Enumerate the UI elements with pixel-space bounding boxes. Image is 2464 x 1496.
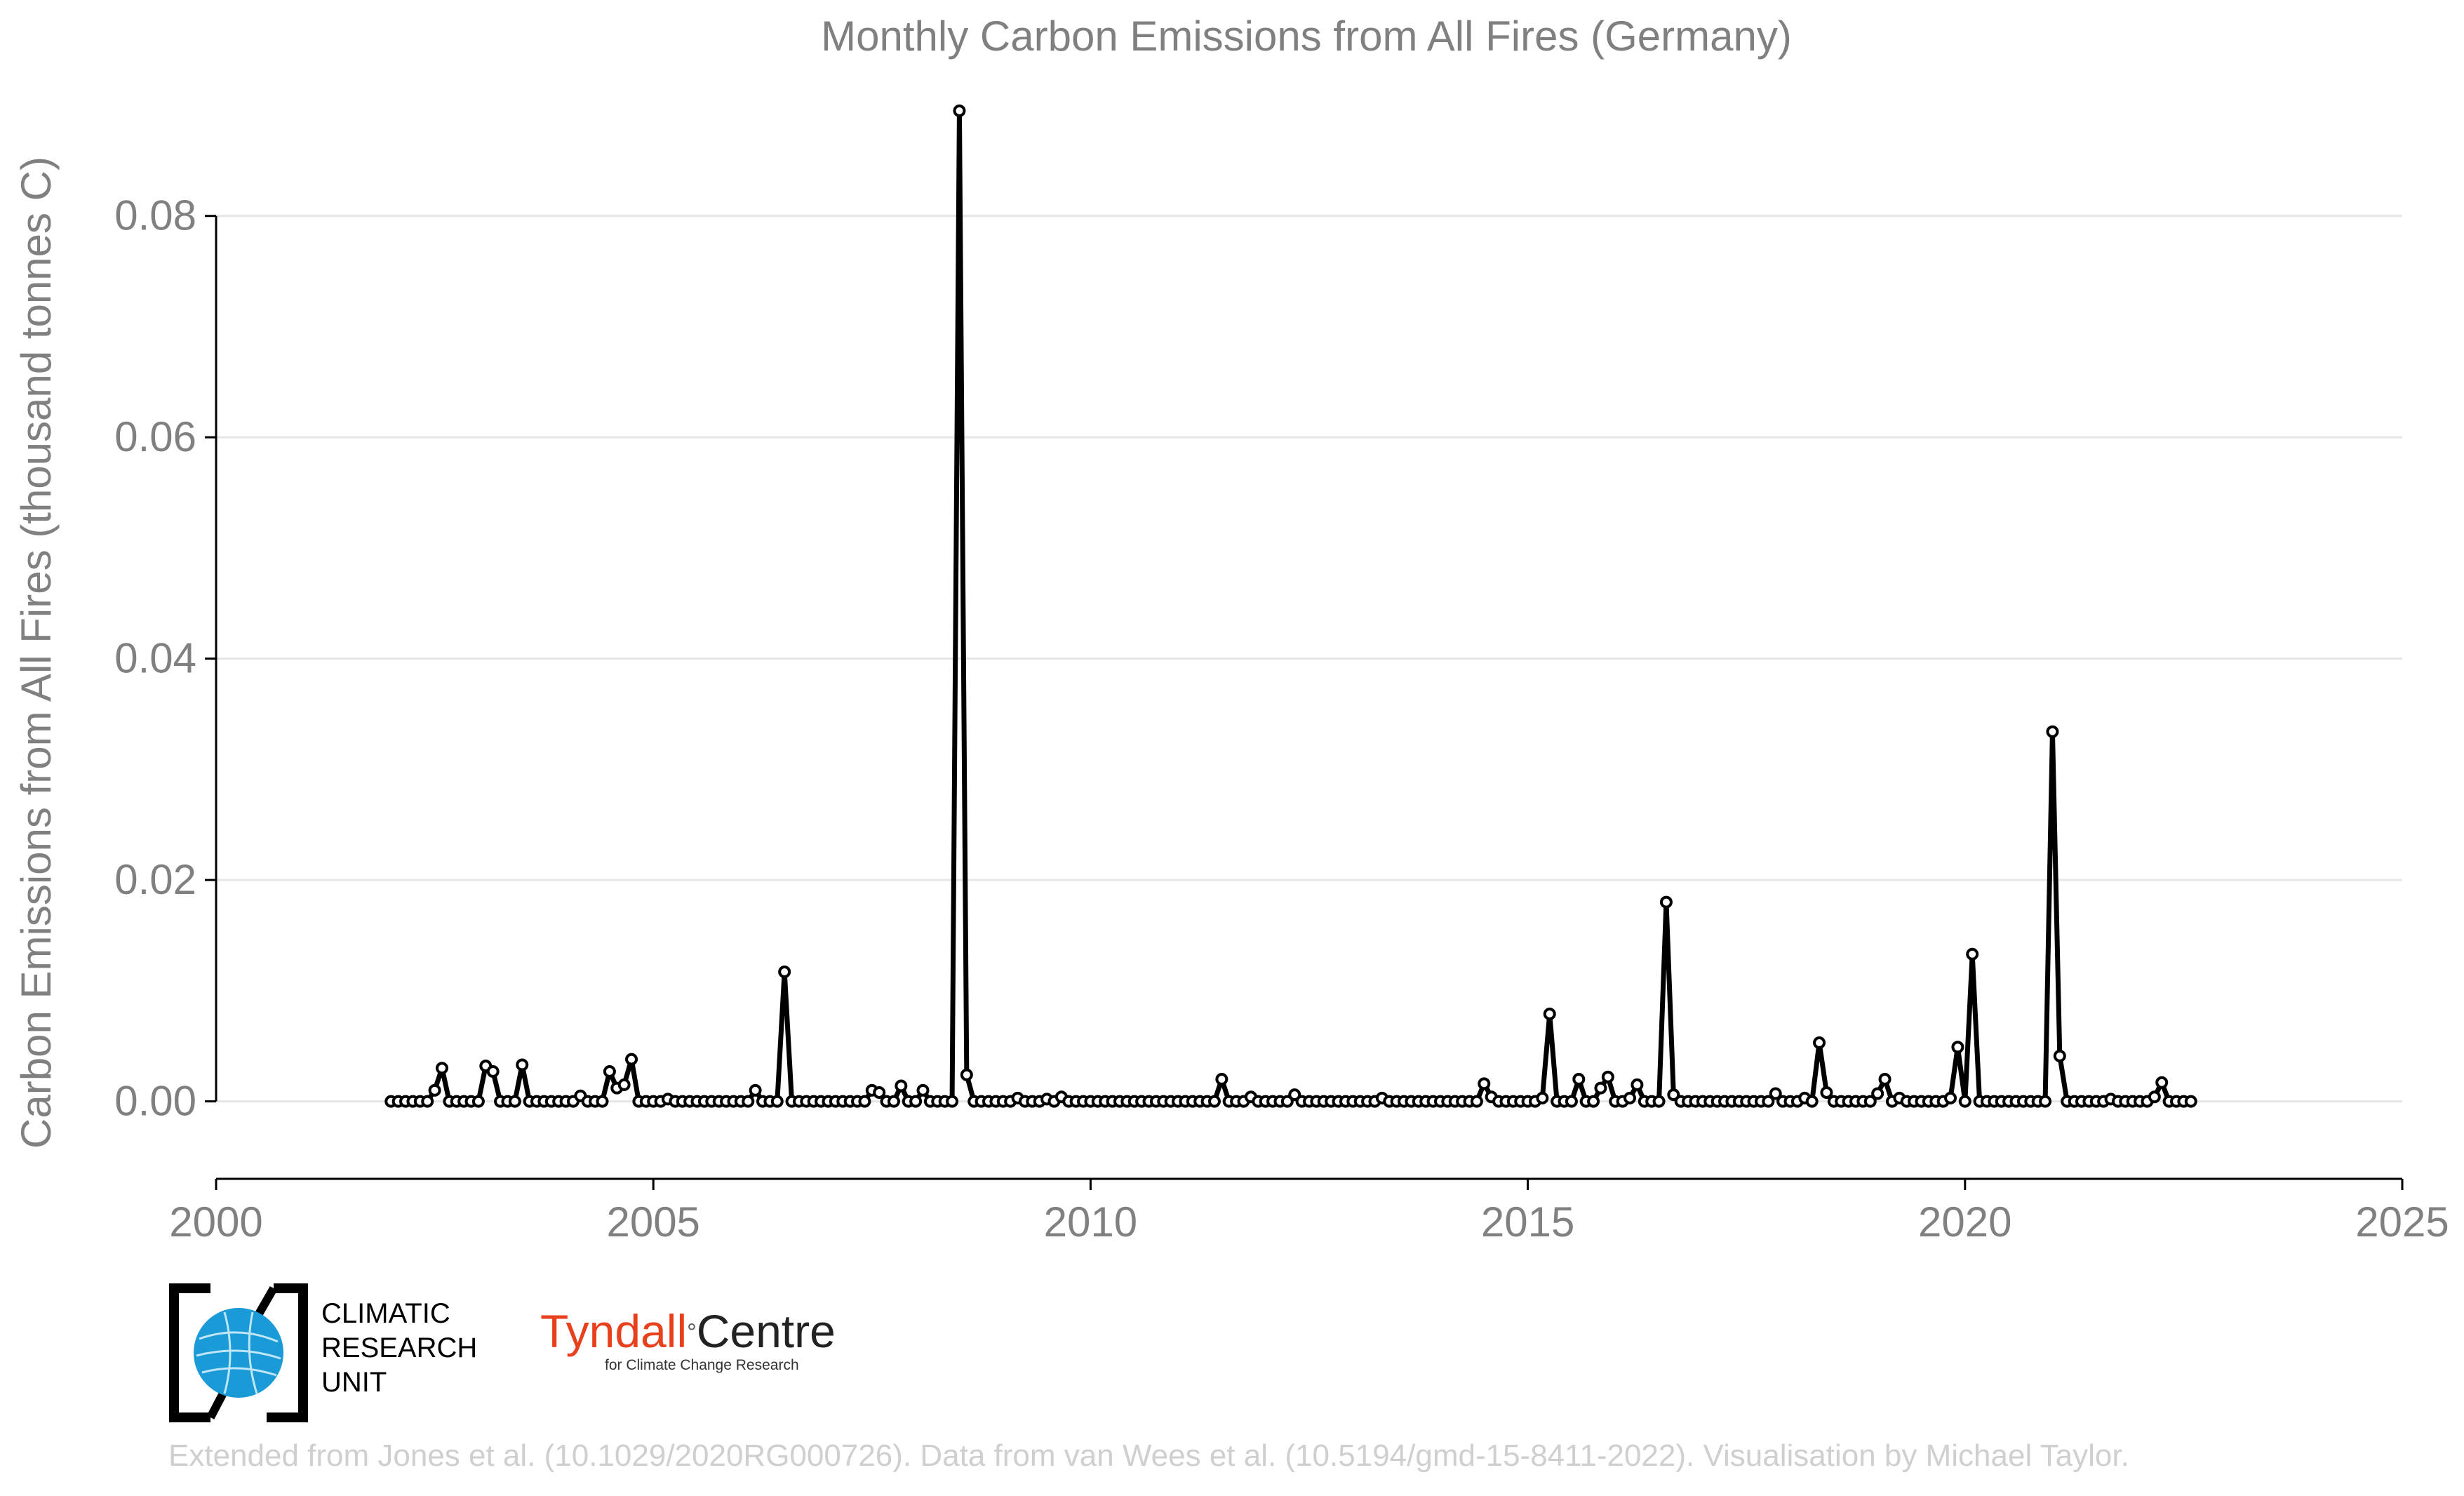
- data-point: [2155, 1076, 2169, 1089]
- data-point: [1958, 1095, 1971, 1108]
- data-point: [1966, 947, 1979, 961]
- y-tick-label: 0.06: [114, 413, 196, 460]
- data-point: [895, 1079, 908, 1093]
- data-point: [1631, 1078, 1644, 1091]
- data-point: [1207, 1095, 1221, 1108]
- tyndall-subtitle: for Climate Change Research: [605, 1357, 799, 1373]
- credit-line: Extended from Jones et al. (10.1029/2020…: [168, 1438, 2129, 1473]
- data-point: [1944, 1091, 1957, 1104]
- data-point: [1878, 1073, 1891, 1086]
- data-point: [1572, 1073, 1586, 1086]
- data-point: [617, 1078, 631, 1091]
- y-tick-label: 0.00: [114, 1078, 196, 1125]
- cru-line-3: UNIT: [321, 1367, 387, 1398]
- data-point: [1536, 1091, 1549, 1104]
- data-point: [603, 1065, 616, 1078]
- data-point: [1951, 1041, 1964, 1054]
- tyndall-logo: Tyndall°Centre for Climate Change Resear…: [540, 1307, 836, 1374]
- x-tick-label: 2015: [1481, 1198, 1574, 1245]
- data-point: [596, 1095, 609, 1108]
- tyndall-centre: Centre: [696, 1305, 836, 1357]
- data-point: [1543, 1007, 1556, 1020]
- data-point: [428, 1083, 441, 1097]
- data-point: [1805, 1095, 1819, 1108]
- data-point: [909, 1095, 923, 1108]
- data-point: [1820, 1086, 1833, 1099]
- data-point: [2039, 1095, 2052, 1108]
- cru-logo-text: CLIMATIC RESEARCH UNIT: [321, 1297, 477, 1400]
- data-point: [625, 1053, 638, 1066]
- data-point: [1813, 1036, 1826, 1049]
- series-line: [391, 108, 2191, 1104]
- data-point: [1769, 1087, 1782, 1100]
- data-point: [1623, 1091, 1637, 1104]
- cru-line-2: RESEARCH: [321, 1333, 478, 1363]
- y-axis: 0.00 0.02 0.04 0.06 0.08: [114, 192, 217, 1125]
- data-point: [2184, 1095, 2197, 1108]
- y-tick-label: 0.02: [114, 856, 196, 903]
- data-point: [1601, 1070, 1614, 1083]
- grid-lines: [216, 215, 2402, 1103]
- data-point: [486, 1065, 500, 1078]
- data-point: [471, 1095, 485, 1108]
- data-point: [435, 1062, 448, 1075]
- data-point: [873, 1086, 886, 1099]
- x-tick-label: 2000: [169, 1198, 262, 1245]
- data-point: [858, 1095, 871, 1108]
- data-point: [1659, 895, 1673, 909]
- data-point: [1594, 1081, 1607, 1095]
- data-point: [2046, 725, 2059, 738]
- data-point: [953, 104, 966, 117]
- data-point: [946, 1095, 959, 1108]
- data-point: [1762, 1095, 1775, 1108]
- data-point: [1863, 1095, 1877, 1108]
- data-point: [1288, 1088, 1301, 1102]
- x-tick-label: 2005: [606, 1198, 699, 1245]
- data-point: [2053, 1049, 2066, 1062]
- data-point: [1215, 1073, 1228, 1086]
- data-point: [1667, 1088, 1680, 1102]
- x-tick-label: 2025: [2355, 1198, 2449, 1245]
- data-point: [1565, 1095, 1578, 1108]
- tyndall-name: Tyndall: [540, 1305, 688, 1357]
- data-point: [749, 1083, 762, 1097]
- data-point: [2148, 1090, 2161, 1104]
- data-point: [1587, 1095, 1600, 1108]
- y-tick-label: 0.04: [114, 635, 196, 682]
- y-axis-label: Carbon Emissions from All Fires (thousan…: [13, 156, 60, 1149]
- data-point: [778, 966, 791, 979]
- data-point: [508, 1095, 521, 1108]
- series-group: [384, 104, 2197, 1108]
- tyndall-degree: °: [687, 1319, 697, 1346]
- x-axis: 2000 2005 2010 2015 2020 2025: [169, 1177, 2449, 1245]
- data-point: [1871, 1087, 1884, 1100]
- data-point: [1478, 1077, 1491, 1090]
- cru-logo: [169, 1283, 308, 1422]
- data-point: [916, 1083, 930, 1097]
- data-point: [1470, 1095, 1483, 1108]
- x-tick-label: 2010: [1044, 1198, 1137, 1245]
- data-point: [1280, 1095, 1294, 1108]
- data-point: [516, 1058, 529, 1071]
- data-point: [742, 1095, 755, 1108]
- chart-title: Monthly Carbon Emissions from All Fires …: [821, 13, 1792, 60]
- cru-line-1: CLIMATIC: [321, 1298, 450, 1329]
- data-point: [421, 1095, 434, 1108]
- y-tick-label: 0.08: [114, 192, 196, 239]
- data-point: [770, 1095, 784, 1108]
- data-point: [960, 1068, 973, 1081]
- x-tick-label: 2020: [1918, 1198, 2011, 1245]
- data-point: [1652, 1095, 1666, 1108]
- data-point: [887, 1095, 900, 1108]
